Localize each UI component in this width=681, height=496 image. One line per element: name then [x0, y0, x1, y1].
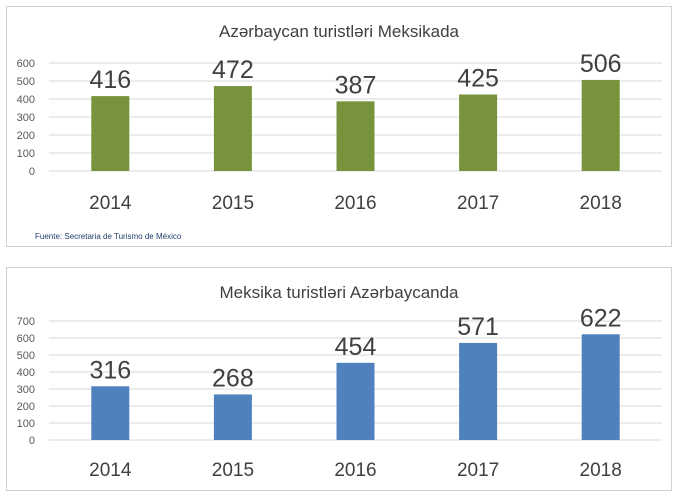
y-tick-label: 500 — [17, 76, 35, 88]
y-axis-ticks: 0 100 200 300 400 500 600 — [17, 58, 35, 178]
data-label: 268 — [212, 364, 254, 392]
data-label: 506 — [580, 50, 622, 78]
data-label: 416 — [89, 66, 131, 94]
y-tick-label: 600 — [17, 58, 35, 70]
y-axis-ticks: 0 100 200 300 400 500 600 700 — [17, 316, 35, 447]
data-label: 571 — [457, 313, 499, 341]
bar-2014 — [91, 386, 130, 440]
bar-2017 — [459, 94, 498, 171]
x-tick-label: 2015 — [212, 460, 254, 481]
x-tick-label: 2016 — [334, 193, 376, 214]
x-tick-label: 2014 — [89, 460, 132, 481]
data-label: 454 — [335, 333, 377, 361]
x-tick-label: 2015 — [212, 193, 254, 214]
bar-2015 — [213, 394, 252, 440]
data-label: 387 — [335, 71, 377, 99]
y-tick-label: 500 — [17, 350, 35, 362]
y-tick-label: 400 — [17, 367, 35, 379]
data-labels: 416 472 387 425 506 — [89, 50, 621, 99]
y-tick-label: 400 — [17, 94, 35, 106]
y-tick-label: 300 — [17, 112, 35, 124]
data-label: 472 — [212, 56, 254, 84]
x-axis-ticks: 2014 2015 2016 2017 2018 — [89, 193, 622, 214]
source-note: Fuente: Secretaria de Turismo de México — [35, 232, 182, 241]
bar-chart-svg: Azərbaycan turistləri Meksikada 0 100 200 3… — [17, 22, 662, 241]
bar-2016 — [336, 362, 375, 440]
chart-panel-azerbaijan-tourists-in-mexico: Azərbaycan turistləri Meksikada 0 100 200 3… — [6, 6, 672, 247]
y-tick-label: 100 — [17, 148, 35, 160]
bar-2014 — [91, 96, 130, 171]
y-tick-label: 200 — [17, 401, 35, 413]
x-tick-label: 2018 — [580, 460, 622, 481]
x-axis-ticks: 2014 2015 2016 2017 2018 — [89, 460, 622, 481]
bar-2017 — [459, 342, 498, 440]
chart-panel-mexican-tourists-in-azerbaijan: Meksika turistləri Azərbaycanda 0 100 200 3… — [6, 267, 672, 491]
y-tick-label: 700 — [17, 316, 35, 328]
data-labels: 316 268 454 571 622 — [89, 304, 621, 392]
bar-2016 — [336, 101, 375, 171]
bars — [91, 79, 620, 171]
bar-chart-svg: Meksika turistləri Azərbaycanda 0 100 200 3… — [17, 283, 662, 481]
x-tick-label: 2016 — [334, 460, 376, 481]
chart-title: Meksika turistləri Azərbaycanda — [219, 283, 459, 302]
data-label: 316 — [89, 356, 131, 384]
x-tick-label: 2017 — [457, 193, 499, 214]
y-tick-label: 100 — [17, 418, 35, 430]
bar-2018 — [581, 79, 620, 171]
bar-2015 — [213, 86, 252, 171]
bars — [91, 334, 620, 440]
y-tick-label: 0 — [29, 166, 35, 178]
x-tick-label: 2018 — [580, 193, 622, 214]
data-label: 425 — [457, 65, 499, 93]
y-tick-label: 200 — [17, 130, 35, 142]
bar-2018 — [581, 334, 620, 440]
x-tick-label: 2014 — [89, 193, 132, 214]
data-label: 622 — [580, 304, 622, 332]
y-tick-label: 300 — [17, 384, 35, 396]
y-tick-label: 600 — [17, 333, 35, 345]
y-tick-label: 0 — [29, 435, 35, 447]
x-tick-label: 2017 — [457, 460, 499, 481]
chart-title: Azərbaycan turistləri Meksikada — [219, 22, 460, 41]
